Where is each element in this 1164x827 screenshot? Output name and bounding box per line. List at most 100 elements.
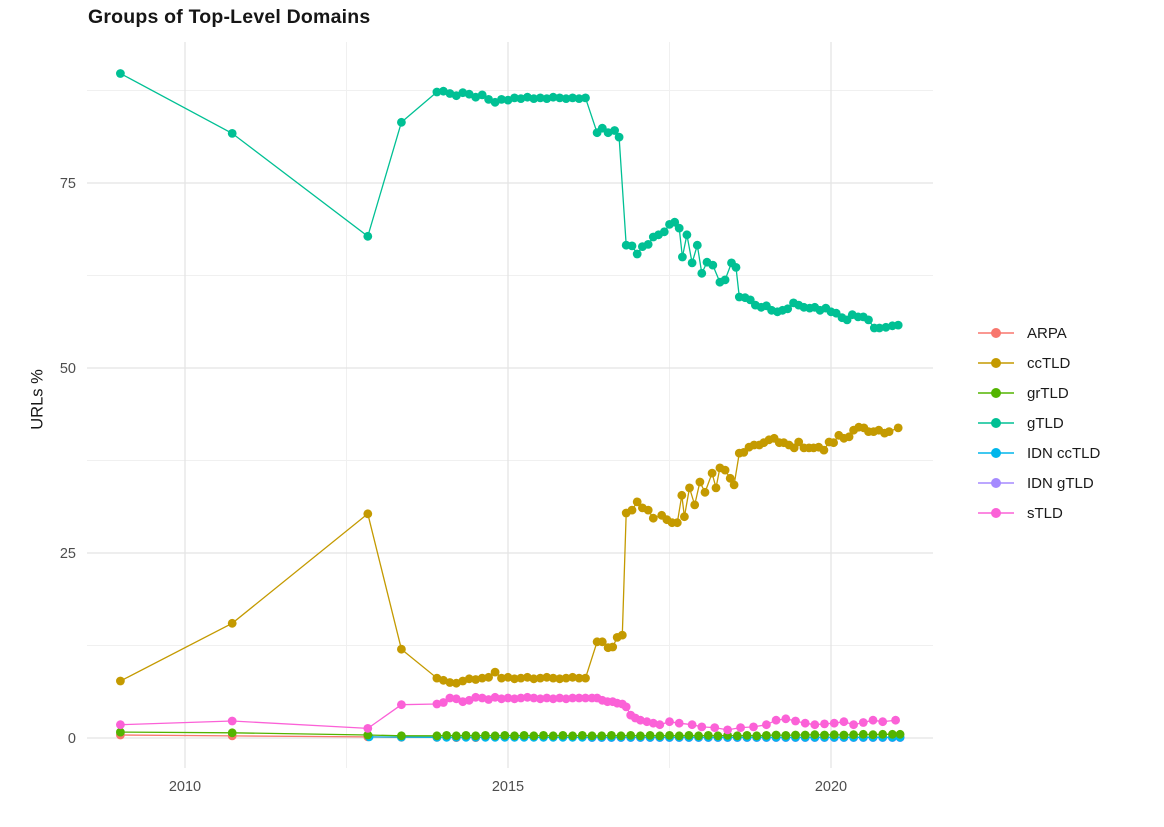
data-point-cctld bbox=[608, 642, 618, 652]
data-point-grtld bbox=[878, 729, 888, 739]
data-point-grtld bbox=[397, 731, 406, 741]
data-point-gtld bbox=[720, 275, 730, 285]
data-point-cctld bbox=[617, 630, 627, 640]
data-point-gtld bbox=[731, 263, 741, 272]
data-point-cctld bbox=[672, 518, 682, 528]
gridlines-major bbox=[87, 42, 933, 768]
data-point-cctld bbox=[627, 505, 637, 515]
data-point-stld bbox=[800, 718, 810, 728]
data-point-grtld bbox=[771, 730, 781, 740]
data-point-grtld bbox=[490, 731, 500, 741]
data-point-grtld bbox=[500, 731, 510, 740]
data-point-cctld bbox=[794, 437, 804, 447]
data-point-grtld bbox=[636, 731, 645, 741]
data-point-grtld bbox=[116, 727, 125, 737]
data-point-cctld bbox=[597, 637, 607, 647]
data-point-grtld bbox=[548, 731, 558, 741]
data-point-cctld bbox=[893, 423, 903, 433]
data-point-gtld bbox=[397, 117, 406, 127]
data-point-grtld bbox=[558, 731, 568, 740]
data-point-stld bbox=[535, 694, 545, 704]
data-point-stld bbox=[529, 693, 539, 703]
data-point-stld bbox=[697, 722, 707, 732]
legend-key-icon bbox=[978, 387, 1014, 399]
data-point-stld bbox=[723, 725, 732, 735]
y-tick-label: 75 bbox=[60, 176, 76, 192]
data-point-stld bbox=[471, 692, 481, 702]
data-point-stld bbox=[397, 700, 406, 710]
data-point-stld bbox=[621, 702, 631, 712]
data-point-cctld bbox=[542, 672, 552, 682]
legend-item-arpa: ARPA bbox=[978, 318, 1100, 348]
legend-key-icon bbox=[978, 327, 1014, 339]
data-point-gtld bbox=[497, 95, 506, 104]
data-point-cctld bbox=[397, 644, 406, 654]
data-point-cctld bbox=[685, 483, 694, 493]
data-point-grtld bbox=[742, 731, 752, 740]
data-point-grtld bbox=[363, 730, 373, 740]
data-point-gtld bbox=[529, 94, 539, 103]
data-point-cctld bbox=[725, 473, 735, 483]
data-point-stld bbox=[548, 694, 558, 704]
data-point-cctld bbox=[720, 465, 730, 475]
legend-key-icon bbox=[978, 447, 1014, 459]
data-point-cctld bbox=[529, 674, 539, 684]
x-tick-label: 2020 bbox=[815, 779, 847, 795]
data-point-gtld bbox=[893, 320, 903, 330]
data-point-stld bbox=[891, 715, 900, 725]
data-point-stld bbox=[555, 693, 565, 703]
data-point-stld bbox=[762, 720, 771, 730]
legend-key-icon bbox=[978, 507, 1014, 519]
legend-label: grTLD bbox=[1027, 384, 1069, 402]
legend-key-icon bbox=[978, 417, 1014, 429]
data-point-grtld bbox=[510, 731, 519, 741]
series-stld bbox=[116, 692, 900, 735]
y-axis-label: URLs % bbox=[28, 369, 47, 430]
data-point-gtld bbox=[610, 126, 619, 135]
data-point-grtld bbox=[461, 731, 471, 740]
data-point-grtld bbox=[519, 731, 529, 740]
data-point-cctld bbox=[497, 673, 506, 683]
data-point-stld bbox=[710, 723, 720, 732]
data-point-cctld bbox=[484, 672, 493, 682]
data-point-gtld bbox=[432, 87, 442, 97]
data-point-grtld bbox=[752, 731, 762, 741]
data-point-gtld bbox=[864, 315, 873, 325]
data-point-grtld bbox=[858, 729, 868, 739]
data-point-gtld bbox=[581, 93, 590, 103]
data-point-stld bbox=[781, 714, 791, 724]
data-point-grtld bbox=[849, 730, 858, 740]
data-point-grtld bbox=[442, 731, 451, 740]
data-point-cctld bbox=[561, 673, 571, 683]
data-point-grtld bbox=[607, 731, 616, 740]
data-point-grtld bbox=[703, 731, 713, 740]
data-point-stld bbox=[497, 694, 506, 704]
data-point-stld bbox=[849, 720, 858, 730]
data-point-stld bbox=[791, 716, 800, 726]
data-point-stld bbox=[829, 718, 839, 728]
data-point-grtld bbox=[655, 731, 665, 741]
data-point-grtld bbox=[587, 731, 597, 741]
data-point-gtld bbox=[687, 258, 697, 268]
data-point-grtld bbox=[597, 731, 607, 741]
data-point-gtld bbox=[116, 69, 125, 78]
legend-label: IDN gTLD bbox=[1027, 474, 1094, 492]
data-point-gtld bbox=[682, 230, 692, 240]
data-point-grtld bbox=[529, 731, 539, 741]
series-cctld bbox=[116, 422, 903, 688]
data-point-cctld bbox=[695, 477, 705, 487]
data-point-cctld bbox=[844, 432, 854, 442]
series-grtld bbox=[116, 727, 905, 741]
legend-item-idn-cctld: IDN ccTLD bbox=[978, 438, 1100, 468]
data-point-cctld bbox=[574, 673, 584, 683]
data-point-gtld bbox=[561, 94, 571, 103]
data-point-cctld bbox=[690, 500, 700, 510]
y-tick-label: 50 bbox=[60, 361, 76, 377]
data-point-cctld bbox=[707, 468, 717, 478]
data-point-cctld bbox=[711, 483, 721, 493]
data-point-grtld bbox=[451, 731, 461, 741]
data-point-stld bbox=[523, 692, 532, 702]
data-point-cctld bbox=[555, 674, 565, 684]
